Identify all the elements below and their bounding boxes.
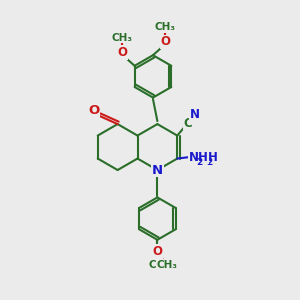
Text: N: N [152,164,163,176]
Text: NH: NH [199,151,218,164]
Text: O: O [152,247,162,260]
Text: CH₃: CH₃ [112,33,133,43]
Text: 2: 2 [196,158,203,167]
Text: 2: 2 [206,158,213,167]
Text: CH₃: CH₃ [148,260,170,270]
Text: CH₃: CH₃ [156,260,177,270]
Text: NH: NH [188,151,208,164]
Text: CH₃: CH₃ [155,22,176,32]
Text: O: O [160,35,170,48]
Text: C: C [183,117,192,130]
Text: O: O [88,104,100,117]
Text: O: O [117,46,127,59]
Text: N: N [190,108,200,121]
Text: O: O [152,245,162,258]
